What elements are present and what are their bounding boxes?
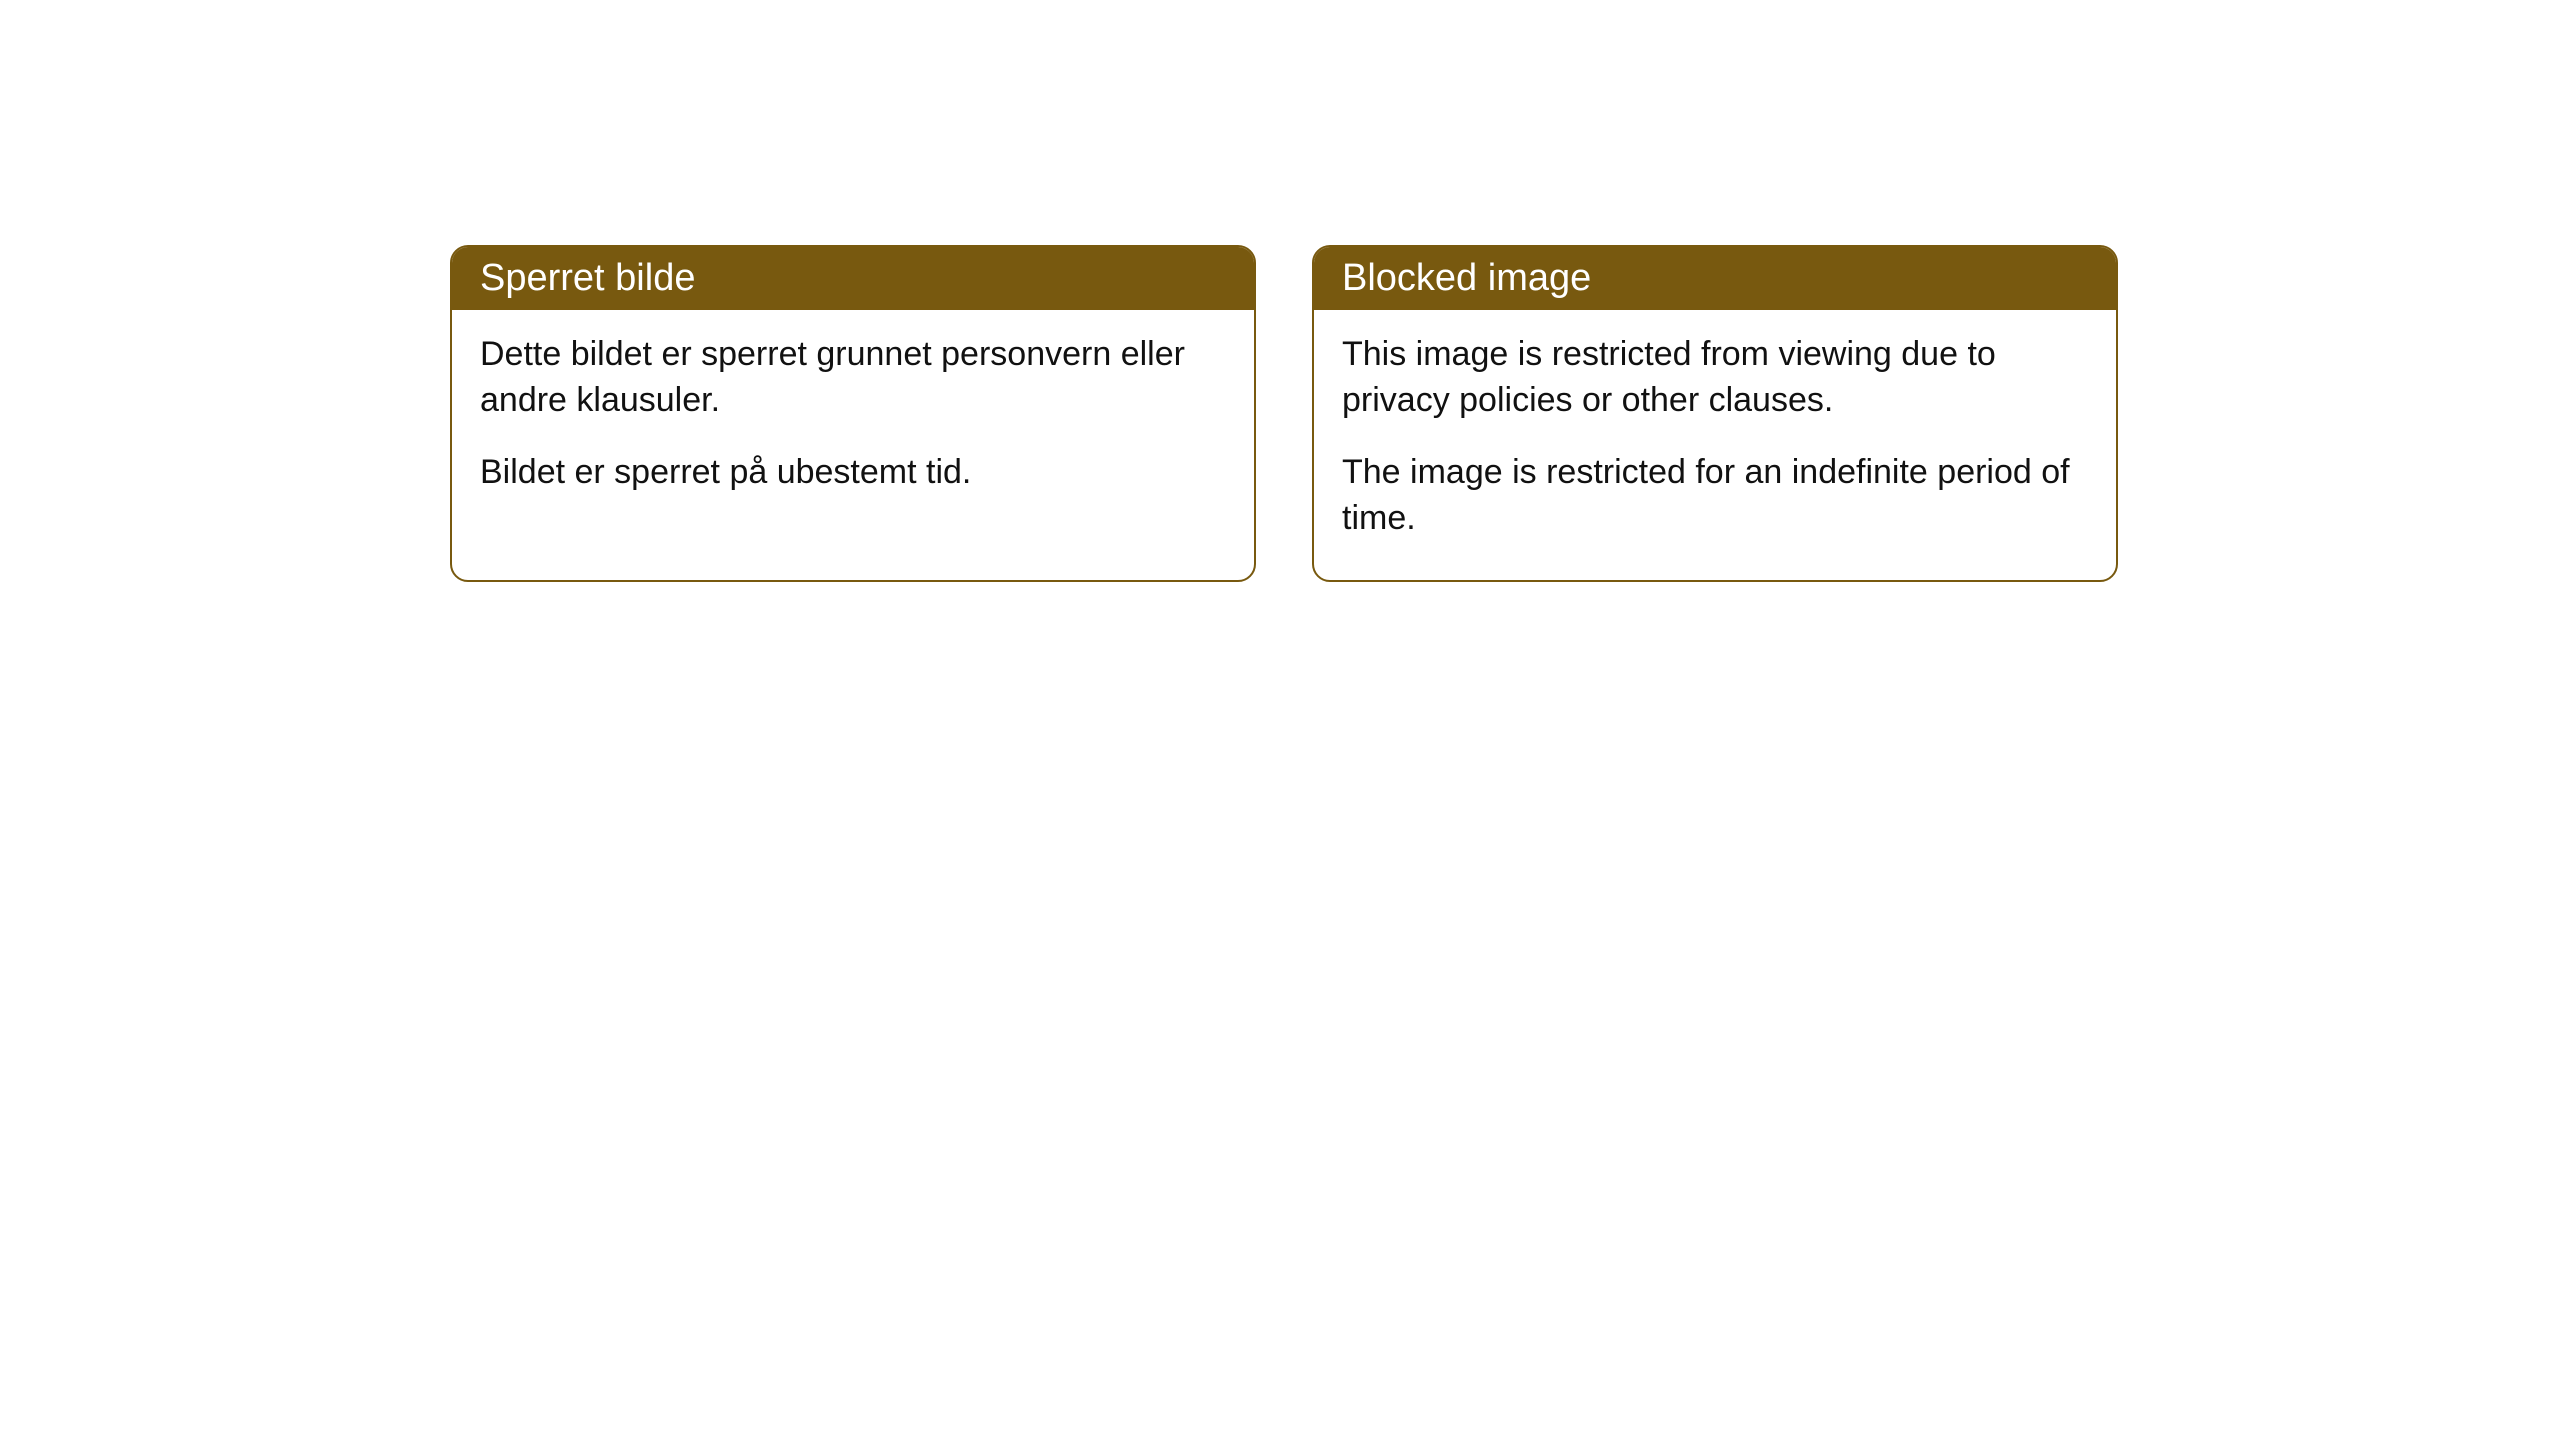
notice-paragraph: Bildet er sperret på ubestemt tid. xyxy=(480,450,1226,496)
notice-paragraph: The image is restricted for an indefinit… xyxy=(1342,450,2088,542)
notice-card-norwegian: Sperret bilde Dette bildet er sperret gr… xyxy=(450,245,1256,582)
notice-container: Sperret bilde Dette bildet er sperret gr… xyxy=(0,0,2560,582)
notice-paragraph: This image is restricted from viewing du… xyxy=(1342,332,2088,424)
notice-body: Dette bildet er sperret grunnet personve… xyxy=(452,310,1254,534)
notice-paragraph: Dette bildet er sperret grunnet personve… xyxy=(480,332,1226,424)
notice-card-english: Blocked image This image is restricted f… xyxy=(1312,245,2118,582)
notice-body: This image is restricted from viewing du… xyxy=(1314,310,2116,580)
notice-header: Sperret bilde xyxy=(452,247,1254,310)
notice-header: Blocked image xyxy=(1314,247,2116,310)
